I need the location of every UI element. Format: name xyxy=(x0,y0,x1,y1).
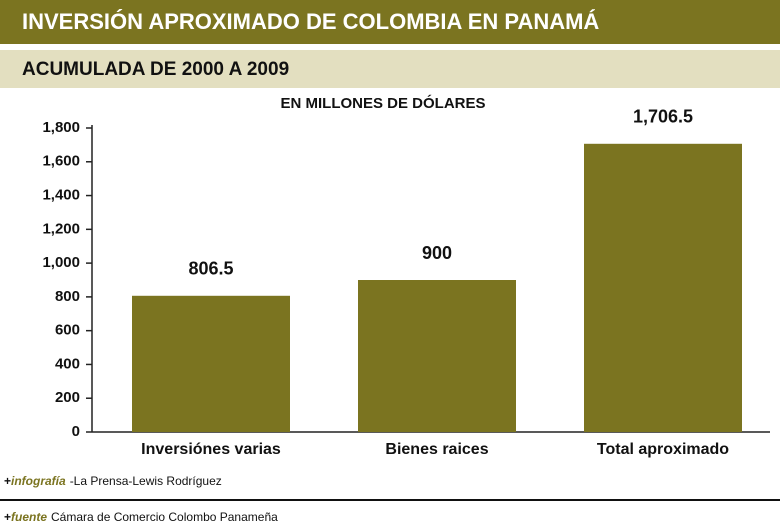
credit-label: fuente xyxy=(11,510,47,524)
credit-text: -La Prensa-Lewis Rodríguez xyxy=(70,474,222,488)
credit-label: infografía xyxy=(11,474,66,488)
bar xyxy=(584,143,742,432)
y-tick-label: 800 xyxy=(55,288,80,305)
bar xyxy=(358,280,516,432)
y-tick-label: 1,800 xyxy=(42,119,80,136)
y-tick-label: 1,000 xyxy=(42,254,80,271)
chart-title: INVERSIÓN APROXIMADO DE COLOMBIA EN PANA… xyxy=(22,9,599,34)
x-tick-label: Total aproximado xyxy=(597,441,729,458)
y-tick-label: 0 xyxy=(72,423,80,440)
y-tick-label: 600 xyxy=(55,322,80,339)
value-label: 1,706.5 xyxy=(633,107,693,127)
subtitle-band xyxy=(0,50,780,88)
title-band xyxy=(0,0,780,44)
credit: +infografía -La Prensa-Lewis Rodríguez xyxy=(4,474,222,488)
x-tick-label: Inversiónes varias xyxy=(141,441,281,458)
unit-label: EN MILLONES DE DÓLARES xyxy=(280,94,485,112)
y-tick-label: 1,200 xyxy=(42,220,80,237)
credit-marker: + xyxy=(4,510,11,524)
chart-subtitle: ACUMULADA DE 2000 A 2009 xyxy=(22,59,289,80)
credit-marker: + xyxy=(4,474,11,488)
y-tick-label: 200 xyxy=(55,389,80,406)
value-label: 900 xyxy=(422,243,452,263)
value-label: 806.5 xyxy=(188,259,233,279)
y-tick-label: 1,400 xyxy=(42,187,80,204)
bar xyxy=(132,295,290,432)
credit: +fuente Cámara de Comercio Colombo Paname… xyxy=(4,510,278,524)
y-tick-label: 400 xyxy=(55,355,80,372)
x-tick-label: Bienes raices xyxy=(385,441,488,458)
credit-text: Cámara de Comercio Colombo Panameña xyxy=(51,510,278,524)
y-tick-label: 1,600 xyxy=(42,153,80,170)
